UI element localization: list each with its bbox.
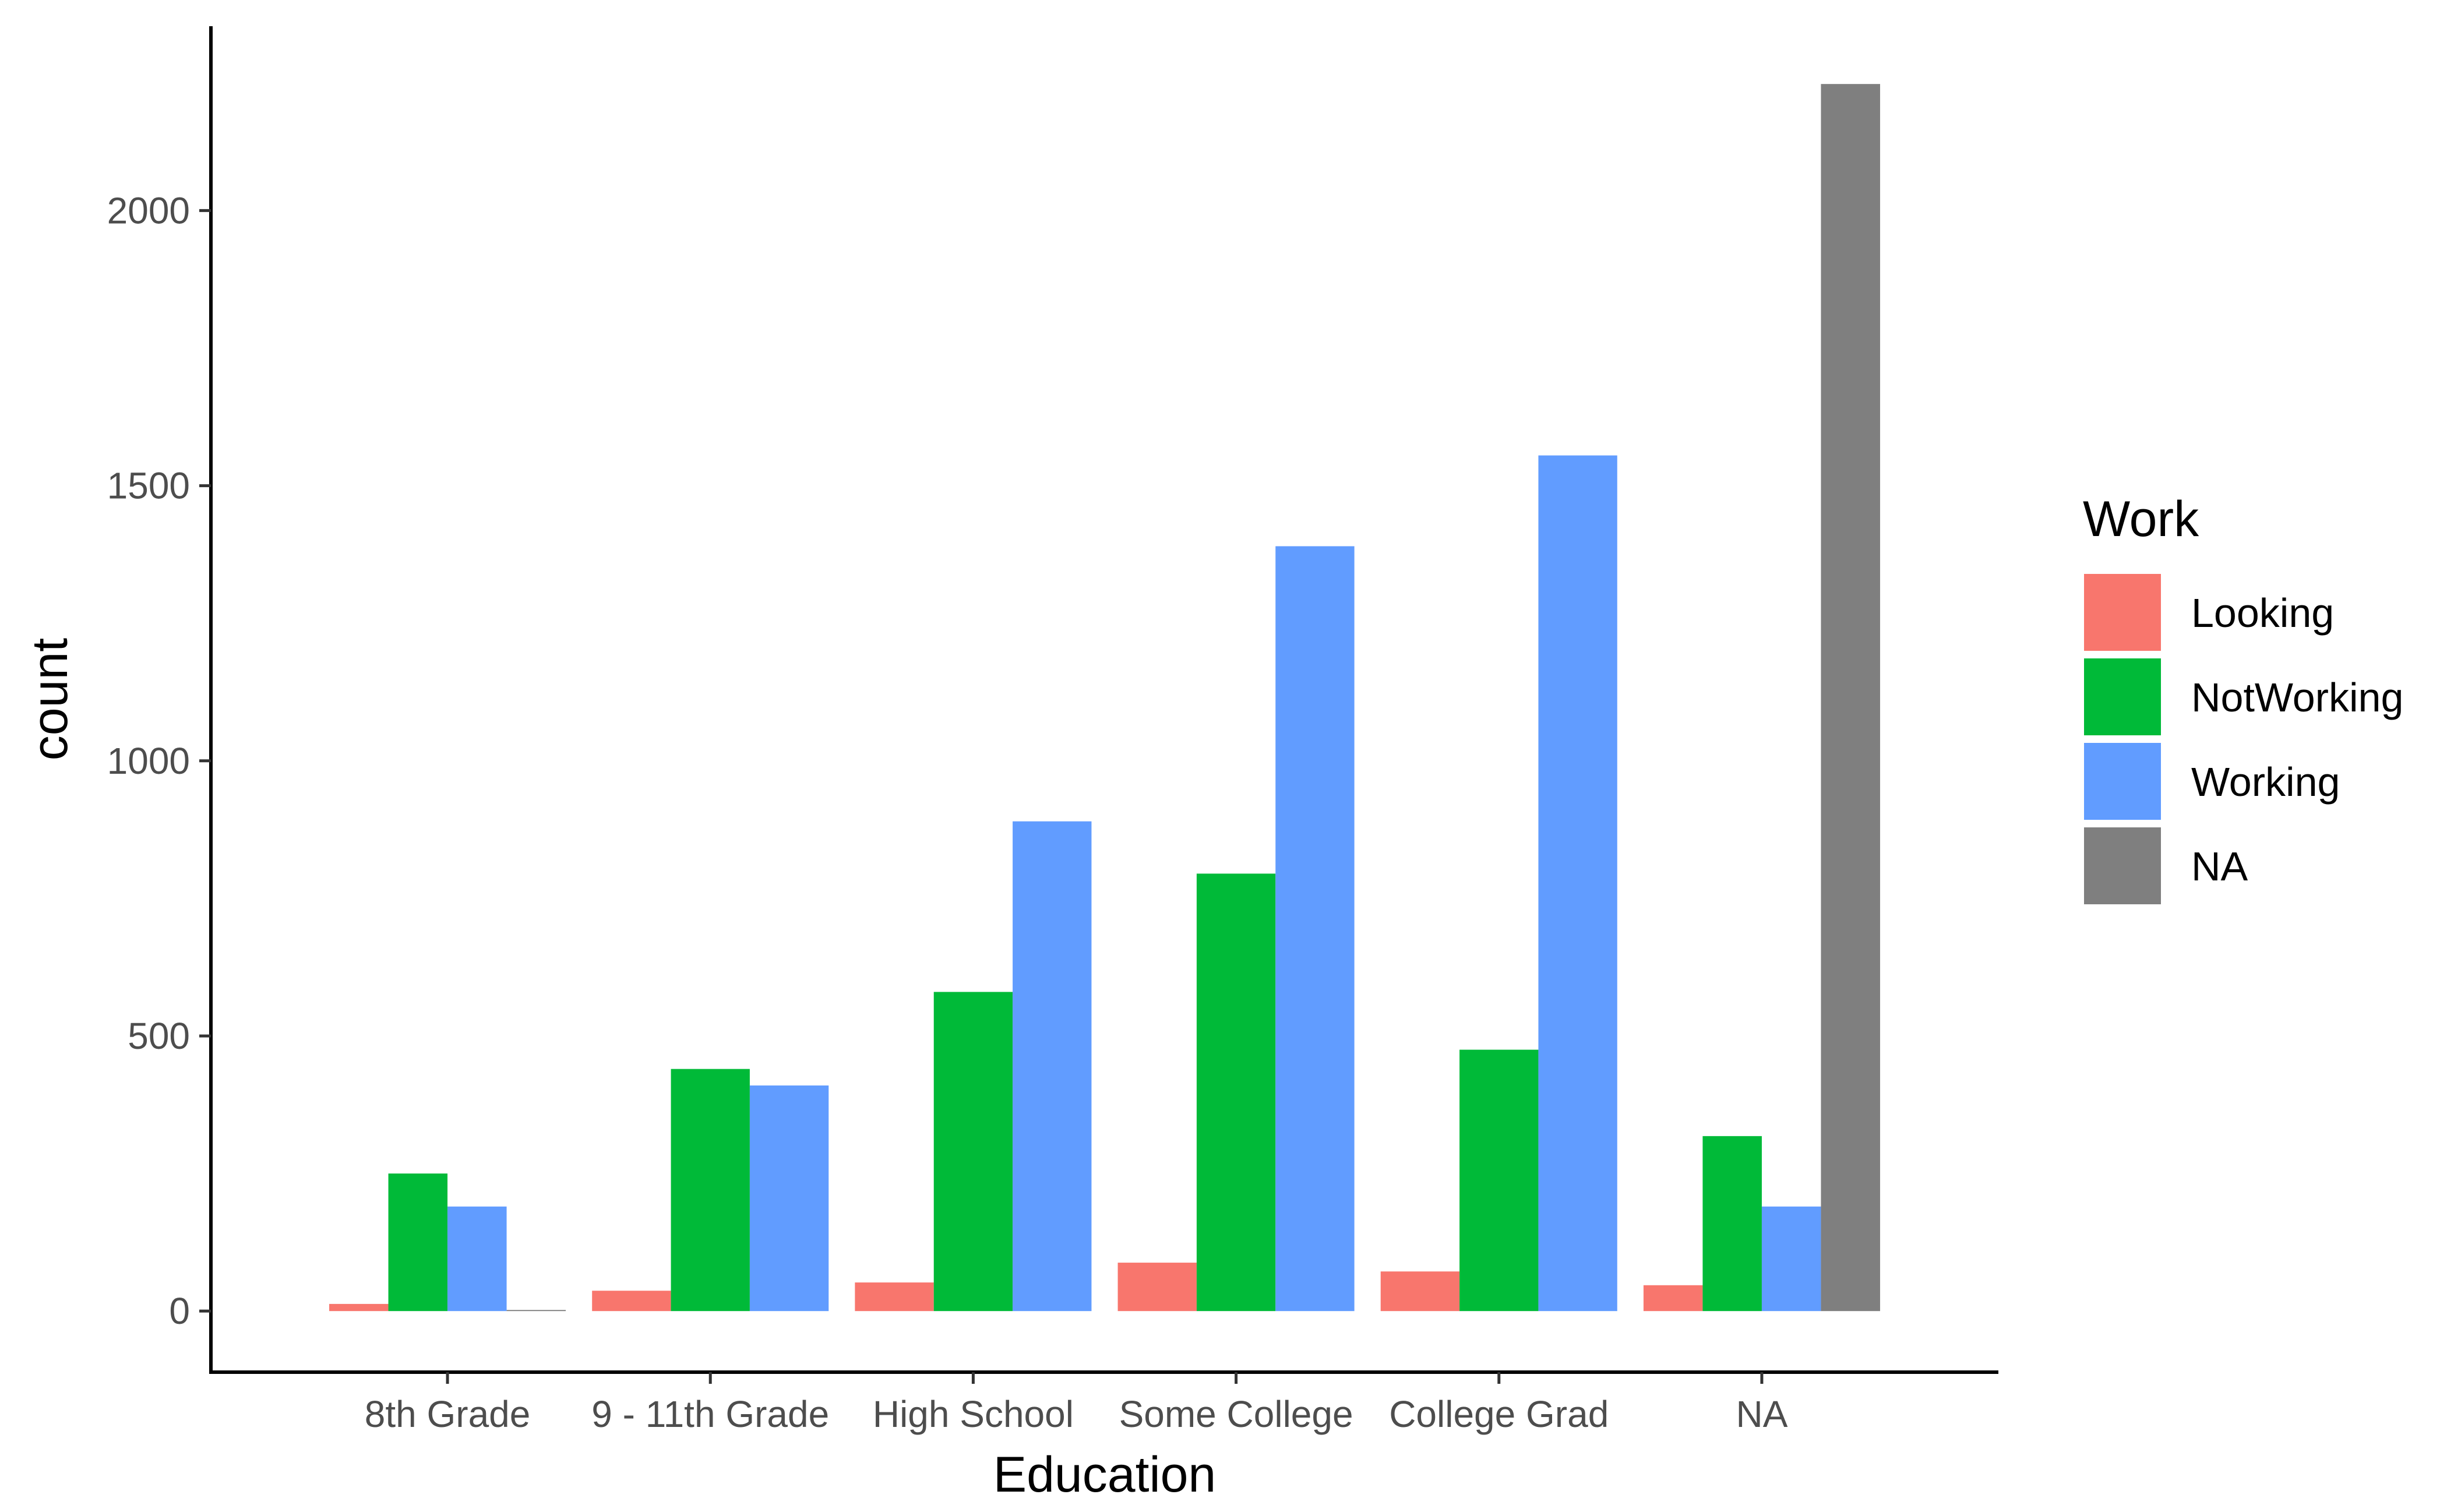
bar-na-0 — [506, 1310, 566, 1312]
legend-key-notworking — [2082, 656, 2163, 738]
bars — [329, 84, 1880, 1312]
x-axis-title: Education — [993, 1447, 1217, 1503]
x-tick-label: 9 - 11th Grade — [591, 1393, 829, 1435]
x-tick-label: 8th Grade — [365, 1393, 531, 1435]
bar-notworking-2 — [933, 992, 1013, 1312]
x-tick-label: College Grad — [1389, 1393, 1609, 1435]
legend-title: Work — [2083, 491, 2199, 547]
legend-label-notworking: NotWorking — [2191, 675, 2403, 720]
bar-looking-0 — [329, 1303, 389, 1312]
legend-key-na — [2082, 825, 2163, 907]
bar-working-3 — [1275, 546, 1355, 1312]
y-tick-label: 2000 — [107, 189, 190, 231]
bar-working-1 — [749, 1085, 829, 1312]
legend-label-looking: Looking — [2191, 590, 2334, 636]
x-ticks: 8th Grade 9 - 11th Grade High School Some C… — [365, 1372, 1788, 1435]
legend-label-na: NA — [2191, 844, 2248, 889]
bar-working-5 — [1761, 1206, 1821, 1312]
x-tick-label: High School — [873, 1393, 1074, 1435]
bar-looking-1 — [592, 1291, 671, 1312]
y-tick-label: 1000 — [107, 740, 190, 782]
bar-working-4 — [1538, 455, 1617, 1312]
bar-working-2 — [1013, 821, 1092, 1312]
y-tick-label: 500 — [128, 1015, 190, 1057]
y-ticks: 0 500 1000 1500 2000 — [107, 189, 211, 1332]
y-axis-title: count — [22, 638, 78, 760]
legend: Work Looking NotWorking Working NA — [2082, 491, 2403, 907]
bar-notworking-0 — [388, 1173, 448, 1312]
bar-looking-5 — [1643, 1285, 1703, 1312]
legend-key-looking — [2082, 572, 2163, 653]
bar-notworking-5 — [1702, 1136, 1762, 1312]
x-tick-label: NA — [1736, 1393, 1787, 1435]
y-tick-label: 1500 — [107, 465, 190, 507]
bar-looking-2 — [855, 1282, 934, 1312]
bar-notworking-3 — [1196, 873, 1276, 1312]
y-tick-label: 0 — [169, 1290, 190, 1332]
bar-na-5 — [1821, 84, 1880, 1312]
legend-key-working — [2082, 741, 2163, 822]
legend-label-working: Working — [2191, 759, 2340, 805]
bar-working-0 — [447, 1206, 507, 1312]
x-tick-label: Some College — [1119, 1393, 1353, 1435]
bar-looking-4 — [1380, 1271, 1460, 1312]
bar-notworking-4 — [1459, 1049, 1539, 1312]
bar-looking-3 — [1117, 1263, 1197, 1312]
bar-notworking-1 — [671, 1069, 750, 1312]
